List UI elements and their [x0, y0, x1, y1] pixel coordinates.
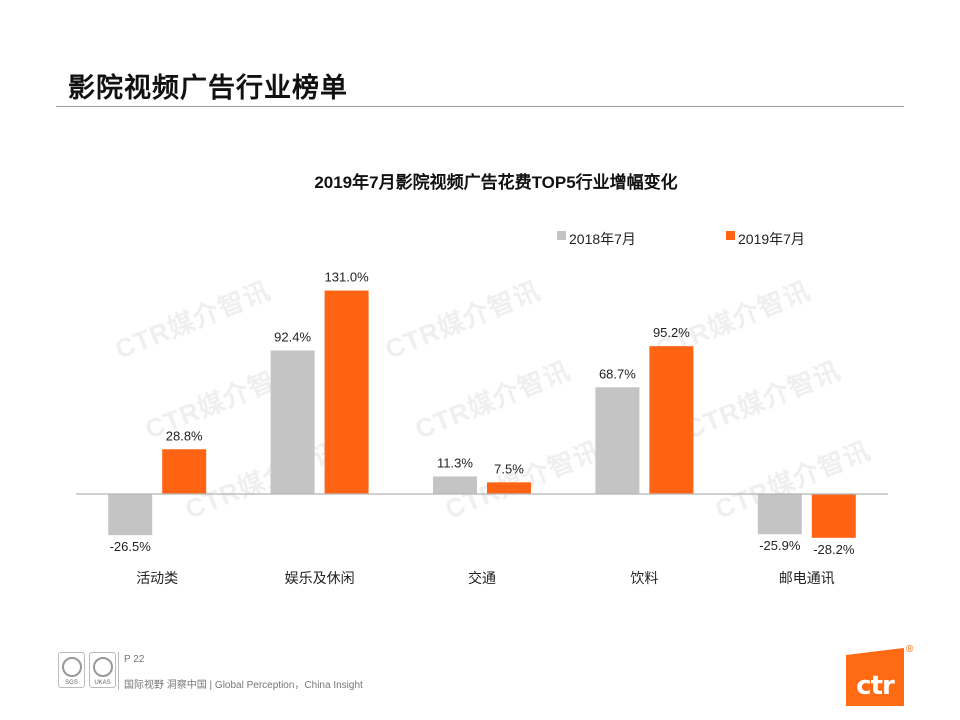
bar-chart: 2019年7月影院视频广告花费TOP5行业增幅变化 2018年7月 2019年7…: [76, 172, 888, 586]
chart-title: 2019年7月影院视频广告花费TOP5行业增幅变化: [314, 172, 677, 192]
category-label-3: 饮料: [630, 570, 658, 586]
footer-tagline: 国际视野 洞察中国 | Global Perception，China Insi…: [124, 680, 363, 691]
sgs-seal-icon: SGS: [58, 652, 85, 688]
page-number: P 22: [124, 654, 145, 665]
data-label-2018-0: -26.5%: [110, 539, 152, 554]
legend-swatch-2018: [557, 231, 566, 240]
data-label-2019-4: -28.2%: [813, 542, 855, 557]
bar-2018-2: [433, 476, 477, 494]
legend-label-2018: 2018年7月: [569, 231, 636, 247]
registered-mark: ®: [906, 644, 914, 655]
data-label-2019-1: 131.0%: [325, 270, 370, 285]
data-label-2018-3: 68.7%: [599, 366, 636, 381]
bar-2019-3: [649, 346, 694, 494]
footer-divider: [118, 652, 119, 690]
bar-2018-1: [270, 350, 315, 494]
bar-2018-3: [595, 387, 640, 494]
legend-swatch-2019: [726, 231, 735, 240]
bar-2018-4: [757, 494, 802, 535]
ukas-seal-icon: UKAS: [89, 652, 116, 688]
data-label-2018-1: 92.4%: [274, 330, 311, 345]
bar-2019-0: [162, 449, 207, 494]
ctr-logo-text: ctr: [856, 671, 895, 701]
category-label-1: 娱乐及休闲: [285, 570, 355, 586]
data-label-2019-3: 95.2%: [653, 325, 690, 340]
title-divider: [56, 106, 904, 107]
bar-2019-4: [811, 494, 856, 538]
data-label-2019-2: 7.5%: [494, 461, 524, 476]
page-title: 影院视频广告行业榜单: [68, 73, 348, 103]
category-label-2: 交通: [468, 570, 496, 586]
ctr-logo: ctr: [846, 648, 904, 706]
category-label-4: 邮电通讯: [779, 570, 835, 586]
bar-2018-0: [108, 494, 153, 536]
data-label-2019-0: 28.8%: [166, 428, 203, 443]
certification-logos: SGS UKAS: [58, 652, 116, 688]
category-label-0: 活动类: [136, 570, 178, 586]
bar-2019-1: [324, 290, 369, 494]
bar-2019-2: [487, 482, 531, 494]
data-label-2018-2: 11.3%: [437, 455, 473, 470]
data-label-2018-4: -25.9%: [759, 538, 801, 553]
legend-label-2019: 2019年7月: [738, 231, 805, 247]
